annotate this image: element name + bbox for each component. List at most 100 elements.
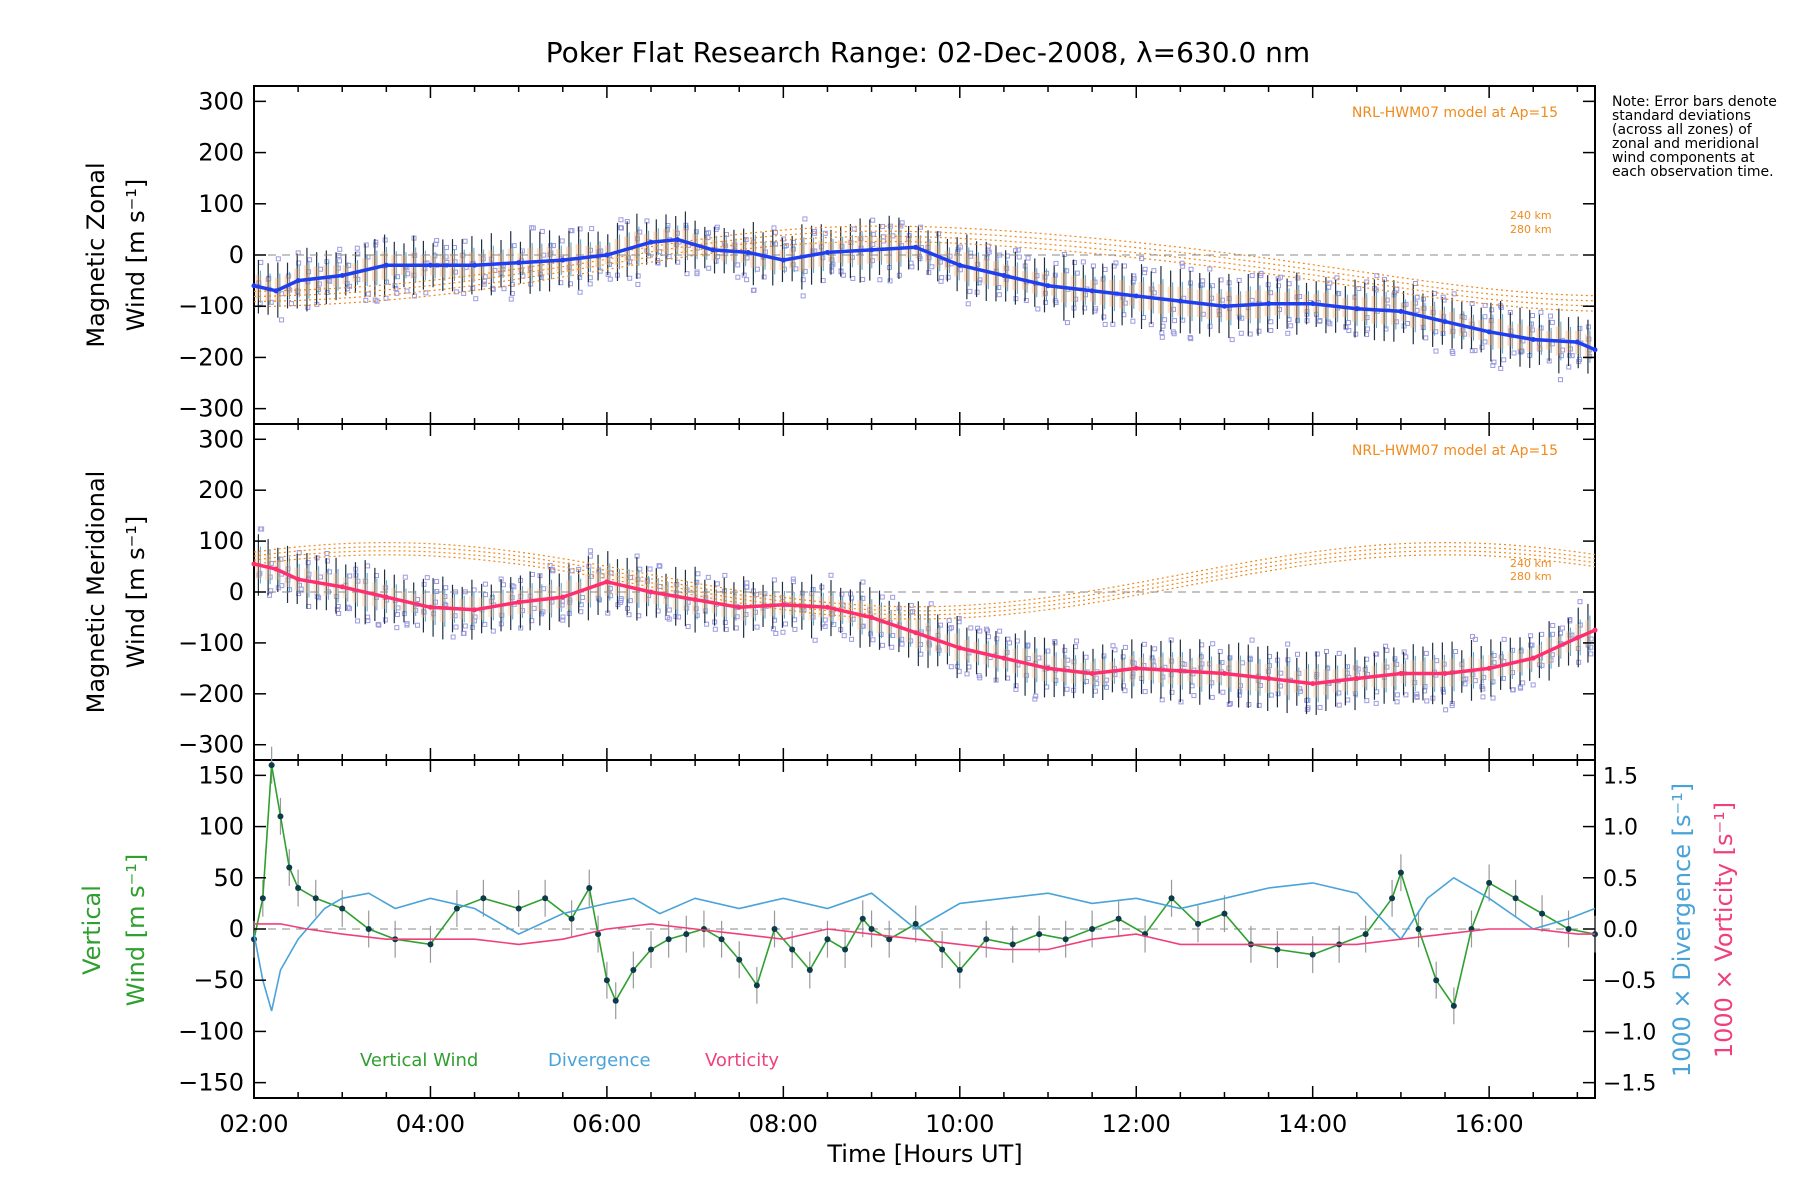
sample-point (1327, 280, 1333, 286)
sample-point (363, 297, 369, 303)
sample-point (355, 618, 361, 624)
sample-point (1093, 675, 1099, 681)
sample-point (324, 558, 330, 564)
sample-point (1152, 646, 1158, 652)
sample-point (539, 228, 545, 234)
sample-point (1403, 692, 1409, 698)
sample-point (829, 268, 835, 274)
sample-point (499, 612, 505, 618)
sample-point (1062, 647, 1068, 653)
sample-point (968, 625, 974, 631)
sample-point (637, 229, 643, 235)
vertical-wind-point (286, 864, 293, 871)
mean-wind-point (1089, 288, 1095, 294)
zonal-ylabel-2: Wind [m s⁻¹] (122, 179, 150, 331)
y-tick-label: 300 (198, 87, 244, 115)
sample-point (1074, 638, 1080, 644)
vertical-wind-point (842, 946, 849, 953)
sample-point (1268, 319, 1274, 325)
sample-point (1268, 290, 1274, 296)
sample-point (829, 257, 835, 263)
sample-point (800, 293, 806, 299)
sample-point (802, 268, 808, 274)
sample-point (288, 301, 294, 307)
sample-point (870, 637, 876, 643)
sample-point (267, 592, 273, 598)
y-tick-label: 100 (198, 527, 244, 555)
meridional-model-curves (253, 541, 1596, 620)
vertical-wind-point (753, 982, 760, 989)
sample-point (1188, 266, 1194, 272)
sample-point (1285, 657, 1291, 663)
vertical-wind-point (1309, 951, 1316, 958)
sample-point (1275, 283, 1281, 289)
sample-point (1219, 297, 1225, 303)
sample-point (645, 579, 651, 585)
sample-point (1469, 348, 1475, 354)
sample-point (1159, 697, 1165, 703)
vertical-wind-point (603, 977, 610, 984)
sample-point (1122, 300, 1128, 306)
y-tick-label: 300 (198, 425, 244, 453)
sample-point (627, 275, 633, 281)
vertical-wind-point (683, 931, 690, 938)
mean-wind-point (1354, 676, 1360, 682)
x-tick-label: 10:00 (925, 1110, 994, 1138)
sample-point (685, 624, 691, 630)
sample-point (1112, 647, 1118, 653)
vertical-wind-point (586, 885, 593, 892)
sample-point (1345, 320, 1351, 326)
sample-point (1191, 693, 1197, 699)
sample-point (482, 621, 488, 627)
vertical-wind-point (453, 905, 460, 912)
sample-point (404, 288, 410, 294)
sample-point (1045, 648, 1051, 654)
sample-point (1588, 636, 1594, 642)
sample-point (1530, 682, 1536, 688)
sample-point (1470, 672, 1476, 678)
vertical-wind-point (595, 931, 602, 938)
sample-point (1210, 641, 1216, 647)
mean-wind-point (869, 614, 875, 620)
y-tick-label: 50 (213, 864, 244, 892)
sample-point (1130, 318, 1136, 324)
x-tick-label: 04:00 (396, 1110, 465, 1138)
sample-point (453, 289, 459, 295)
sample-point (577, 226, 583, 232)
sample-point (257, 526, 263, 532)
sample-point (1172, 318, 1178, 324)
sample-point (685, 599, 691, 605)
sample-point (1433, 329, 1439, 335)
sample-point (965, 301, 971, 307)
sample-point (722, 572, 728, 578)
sample-point (828, 572, 834, 578)
sample-point (771, 577, 777, 583)
mean-wind-point (913, 244, 919, 250)
sample-point (1314, 651, 1320, 657)
sample-point (967, 288, 973, 294)
sample-point (1412, 281, 1418, 287)
sample-point (733, 625, 739, 631)
mean-wind-point (1574, 339, 1580, 345)
sample-point (1336, 690, 1342, 696)
sample-point (783, 243, 789, 249)
sample-point (421, 581, 427, 587)
sample-point (511, 243, 517, 249)
sample-point (1501, 357, 1507, 363)
sample-point (443, 585, 449, 591)
sample-point (1384, 664, 1390, 670)
sample-point (1364, 698, 1370, 704)
sample-point (266, 275, 272, 281)
sample-point (1064, 268, 1070, 274)
vertical-wind-point (339, 905, 346, 912)
sample-point (1374, 273, 1380, 279)
sample-point (790, 579, 796, 585)
sample-point (705, 235, 711, 241)
model-curve (253, 554, 1596, 620)
mean-wind-point (295, 278, 301, 284)
sample-point (1443, 707, 1449, 713)
sample-point (560, 617, 566, 623)
sample-point (453, 624, 459, 630)
sample-point (841, 633, 847, 639)
vertical-wind-point (718, 936, 725, 943)
